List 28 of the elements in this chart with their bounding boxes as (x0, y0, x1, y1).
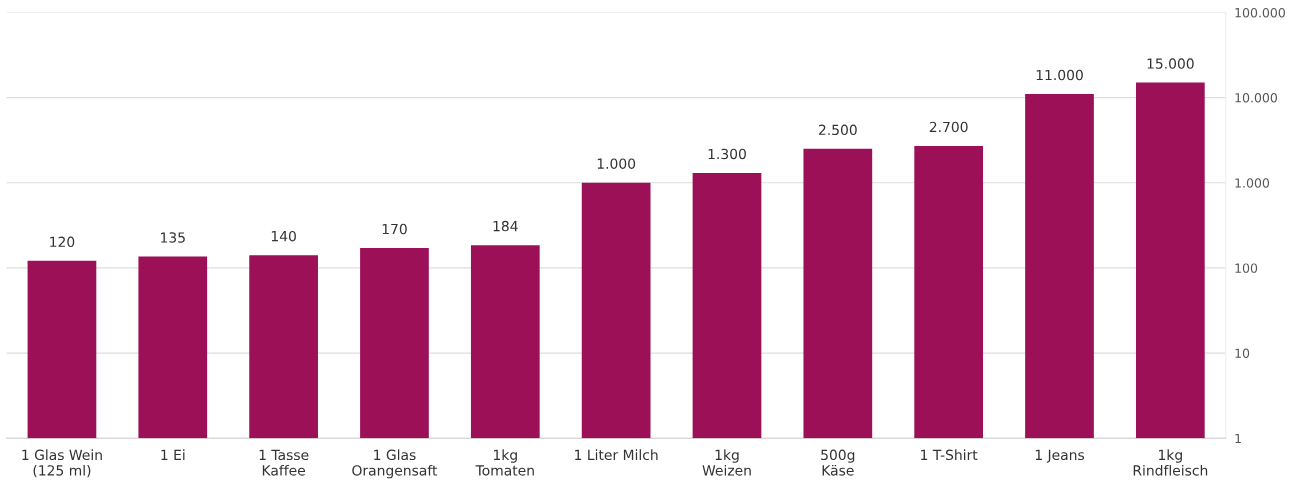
x-tick-label: 1kg Rindfleisch (1133, 449, 1208, 476)
data-label: 1.000 (597, 158, 636, 169)
x-tick-label: 500g Käse (821, 449, 855, 476)
data-label: 170 (382, 223, 407, 235)
y-tick-label: 100.000 (1235, 7, 1285, 18)
y-tick-label: 1 (1235, 433, 1241, 443)
data-label: 1.300 (708, 148, 746, 160)
data-label: 11.000 (1036, 69, 1083, 81)
y-tick-label: 10 (1235, 348, 1250, 359)
y-tick-label: 100 (1235, 263, 1258, 273)
x-tick-label: 1kg Tomaten (475, 449, 534, 476)
data-label: 2.500 (818, 124, 857, 136)
x-tick-label: 1 T-Shirt (921, 449, 978, 461)
data-label: 120 (50, 236, 75, 248)
x-tick-label: 1 Glas Wein (125 ml) (22, 449, 102, 478)
data-label: 184 (493, 220, 518, 232)
x-tick-label: 1 Jeans (1035, 449, 1085, 463)
y-tick-label: 10.000 (1235, 93, 1277, 103)
data-label: 135 (161, 232, 185, 243)
x-tick-label: 1 Tasse Kaffee (259, 449, 309, 476)
x-tick-label: 1 Ei (161, 449, 185, 460)
data-label: 2.700 (929, 121, 968, 133)
x-tick-label: 1 Glas Orangensaft (352, 449, 438, 479)
x-tick-label: 1 Liter Milch (575, 449, 658, 461)
x-tick-label: 1kg Weizen (702, 449, 751, 476)
data-label: 15.000 (1147, 58, 1194, 69)
data-label: 140 (271, 230, 296, 242)
y-tick-label: 1.000 (1235, 178, 1270, 188)
